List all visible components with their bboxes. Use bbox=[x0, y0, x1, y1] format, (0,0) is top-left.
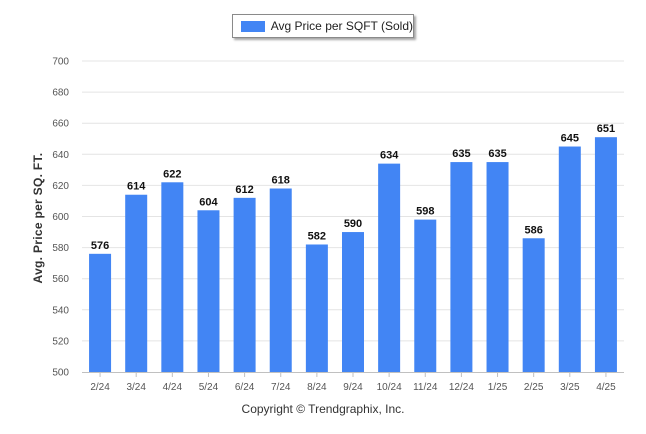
data-label: 634 bbox=[380, 150, 399, 162]
bar bbox=[342, 232, 364, 372]
bar bbox=[594, 137, 617, 372]
y-tick-label: 500 bbox=[52, 368, 69, 379]
y-tick-label: 560 bbox=[52, 274, 69, 285]
x-tick-label: 7/24 bbox=[271, 382, 291, 393]
data-label: 604 bbox=[199, 196, 218, 208]
data-label: 645 bbox=[561, 133, 579, 145]
bar bbox=[125, 194, 148, 372]
data-label: 618 bbox=[272, 175, 290, 187]
x-tick-label: 2/24 bbox=[90, 382, 110, 393]
data-label: 612 bbox=[235, 184, 253, 196]
bar bbox=[305, 244, 328, 372]
x-axis-ticks: 2/24 3/24 4/24 5/24 6/24 7/24 8/24 9/24 10/24 11/… bbox=[90, 372, 616, 393]
x-tick-label: 12/24 bbox=[449, 382, 474, 393]
data-label: 635 bbox=[488, 148, 506, 160]
bar bbox=[522, 238, 545, 372]
data-label: 598 bbox=[416, 206, 434, 218]
copyright-text: Copyright © Trendgraphix, Inc. bbox=[241, 402, 405, 416]
x-tick-label: 2/25 bbox=[524, 382, 544, 393]
y-tick-label: 660 bbox=[52, 119, 69, 130]
x-tick-label: 9/24 bbox=[343, 382, 363, 393]
bar bbox=[269, 188, 292, 372]
legend-label: Avg Price per SQFT (Sold) bbox=[270, 19, 413, 33]
data-label: 590 bbox=[344, 218, 362, 230]
y-tick-label: 620 bbox=[52, 181, 69, 192]
bar bbox=[197, 210, 220, 372]
bar bbox=[89, 253, 112, 372]
legend-swatch bbox=[241, 20, 265, 32]
data-label: 651 bbox=[597, 123, 615, 135]
x-tick-label: 5/24 bbox=[199, 382, 219, 393]
y-tick-label: 520 bbox=[52, 336, 69, 347]
legend: Avg Price per SQFT (Sold) bbox=[232, 14, 414, 38]
bars bbox=[89, 137, 617, 372]
data-label: 635 bbox=[452, 148, 470, 160]
y-axis-ticks: 500 520 540 560 580 600 620 640 660 680 700 bbox=[52, 57, 69, 379]
y-tick-label: 680 bbox=[52, 88, 69, 99]
y-tick-label: 640 bbox=[52, 150, 69, 161]
bar bbox=[486, 162, 509, 372]
x-tick-label: 8/24 bbox=[307, 382, 327, 393]
y-tick-label: 700 bbox=[52, 57, 69, 68]
y-axis-label: Avg. Price per SQ. FT. bbox=[31, 152, 45, 284]
y-tick-label: 580 bbox=[52, 243, 69, 254]
data-label: 614 bbox=[127, 181, 146, 193]
bar bbox=[378, 163, 401, 372]
bar bbox=[558, 146, 581, 372]
data-label: 622 bbox=[163, 168, 181, 180]
bar bbox=[161, 182, 184, 372]
x-tick-label: 1/25 bbox=[488, 382, 508, 393]
x-tick-label: 10/24 bbox=[377, 382, 402, 393]
data-label: 582 bbox=[308, 230, 326, 242]
bar bbox=[450, 162, 473, 372]
y-tick-label: 540 bbox=[52, 305, 69, 316]
bar bbox=[414, 219, 437, 372]
bar bbox=[233, 197, 256, 372]
x-tick-label: 4/24 bbox=[163, 382, 183, 393]
data-labels: 576 614 622 604 612 618 582 590 634 598 635 635 586 6… bbox=[91, 123, 615, 252]
x-tick-label: 6/24 bbox=[235, 382, 255, 393]
x-tick-label: 11/24 bbox=[413, 382, 438, 393]
data-label: 586 bbox=[524, 224, 542, 236]
data-label: 576 bbox=[91, 240, 109, 252]
x-tick-label: 3/25 bbox=[560, 382, 580, 393]
y-tick-label: 600 bbox=[52, 212, 69, 223]
x-tick-label: 4/25 bbox=[596, 382, 616, 393]
x-tick-label: 3/24 bbox=[126, 382, 146, 393]
